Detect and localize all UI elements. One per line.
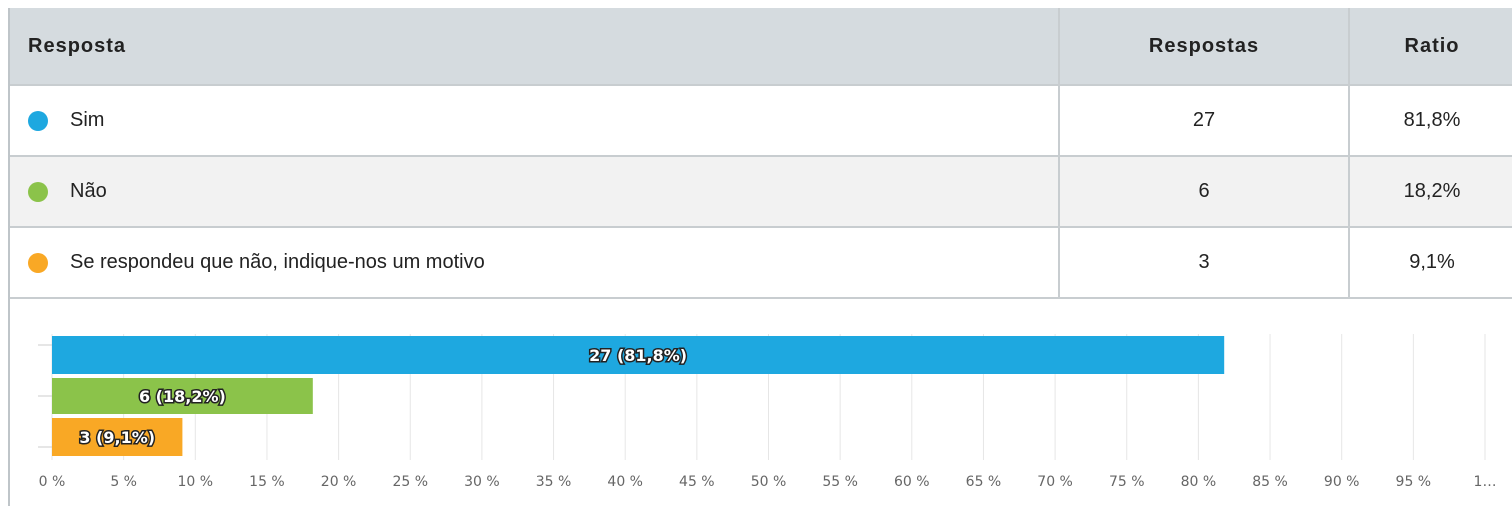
x-tick-label: 55 %: [822, 474, 858, 490]
x-tick-label: 40 %: [607, 474, 643, 490]
chart: 0 % 5 % 10 % 15 % 20 % 25 % 30 % 35 % 40 % 45 % 50…: [38, 334, 1497, 490]
x-tick-label: 25 %: [392, 474, 428, 490]
count: 3: [1058, 227, 1349, 299]
x-tick-label: 35 %: [536, 474, 572, 490]
x-tick-label: 50 %: [751, 474, 787, 490]
x-tick-label: 30 %: [464, 474, 500, 490]
header: Ratio: [1348, 8, 1512, 86]
bar-label: 6 (18,2%): [139, 387, 226, 406]
x-tick-label: 90 %: [1324, 474, 1360, 490]
x-tick-label: 10 %: [178, 474, 214, 490]
header-row: Resposta Respostas Ratio: [10, 8, 1512, 86]
ratio: 81,8%: [1348, 85, 1512, 157]
x-tick-label: 80 %: [1181, 474, 1217, 490]
dot: [28, 181, 48, 202]
x-tick-label: 65 %: [966, 474, 1002, 490]
x-tick-label: 20 %: [321, 474, 357, 490]
results-table: Resposta Respostas Ratio Sim 27 81,8% Não 6…: [10, 8, 1512, 299]
x-tick-label: 5 %: [110, 474, 137, 490]
row: Não 6 18,2%: [10, 156, 1512, 228]
header: Respostas: [1058, 8, 1349, 86]
x-tick-label: 1…: [1474, 474, 1497, 490]
bar: [52, 378, 313, 414]
bar: [52, 336, 1225, 374]
bar: [52, 418, 183, 456]
ratio: 9,1%: [1348, 227, 1512, 299]
cell: Se respondeu que não, indique-nos um mot…: [10, 227, 1059, 299]
header: Resposta: [10, 8, 1059, 86]
count: 27: [1058, 85, 1349, 157]
x-tick-label: 95 %: [1396, 474, 1432, 490]
label: Não: [70, 180, 107, 202]
dot: [28, 110, 48, 131]
row: Se respondeu que não, indique-nos um mot…: [10, 227, 1512, 299]
x-tick-label: 0 %: [39, 474, 66, 490]
x-tick-label: 75 %: [1109, 474, 1145, 490]
cell: Sim: [10, 85, 1059, 157]
x-tick-label: 15 %: [249, 474, 285, 490]
dot: [28, 252, 48, 273]
x-tick-label: 45 %: [679, 474, 715, 490]
results-panel: Resposta Respostas Ratio Sim 27 81,8% Não 6…: [8, 8, 1512, 506]
label: Se respondeu que não, indique-nos um mot…: [70, 251, 485, 273]
bar-label: 27 (81,8%): [589, 346, 687, 365]
cell: Não: [10, 156, 1059, 228]
x-tick-label: 85 %: [1252, 474, 1288, 490]
x-tick-label: 60 %: [894, 474, 930, 490]
x-tick-label: 70 %: [1037, 474, 1073, 490]
label: Sim: [70, 109, 105, 131]
bar-label: 3 (9,1%): [79, 428, 155, 447]
count: 6: [1058, 156, 1349, 228]
ratio: 18,2%: [1348, 156, 1512, 228]
row: Sim 27 81,8%: [10, 85, 1512, 157]
